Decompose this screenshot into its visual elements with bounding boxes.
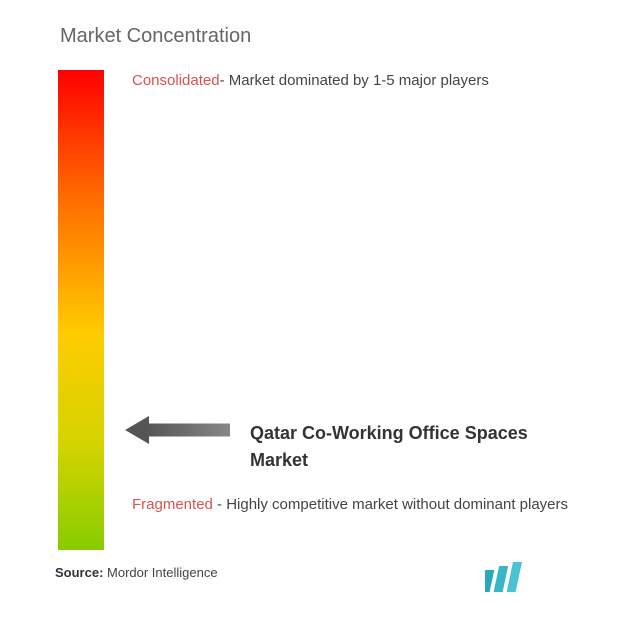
- mordor-logo-icon: [485, 562, 525, 592]
- market-name-label: Qatar Co-Working Office Spaces Market: [250, 420, 580, 474]
- consolidated-description: - Market dominated by 1-5 major players: [220, 72, 489, 89]
- source-label: Source:: [55, 565, 107, 580]
- market-pointer-arrow: [125, 420, 230, 440]
- source-value: Mordor Intelligence: [107, 565, 218, 580]
- source-citation: Source: Mordor Intelligence: [55, 565, 218, 580]
- arrow-icon: [125, 420, 230, 440]
- fragmented-description: - Highly competitive market without domi…: [213, 496, 568, 513]
- consolidated-label: Consolidated: [132, 72, 220, 89]
- page-title: Market Concentration: [60, 25, 620, 48]
- concentration-gradient-bar: [58, 70, 104, 550]
- consolidated-annotation: Consolidated- Market dominated by 1-5 ma…: [132, 72, 489, 89]
- fragmented-annotation: Fragmented - Highly competitive market w…: [132, 493, 568, 517]
- fragmented-label: Fragmented: [132, 496, 213, 513]
